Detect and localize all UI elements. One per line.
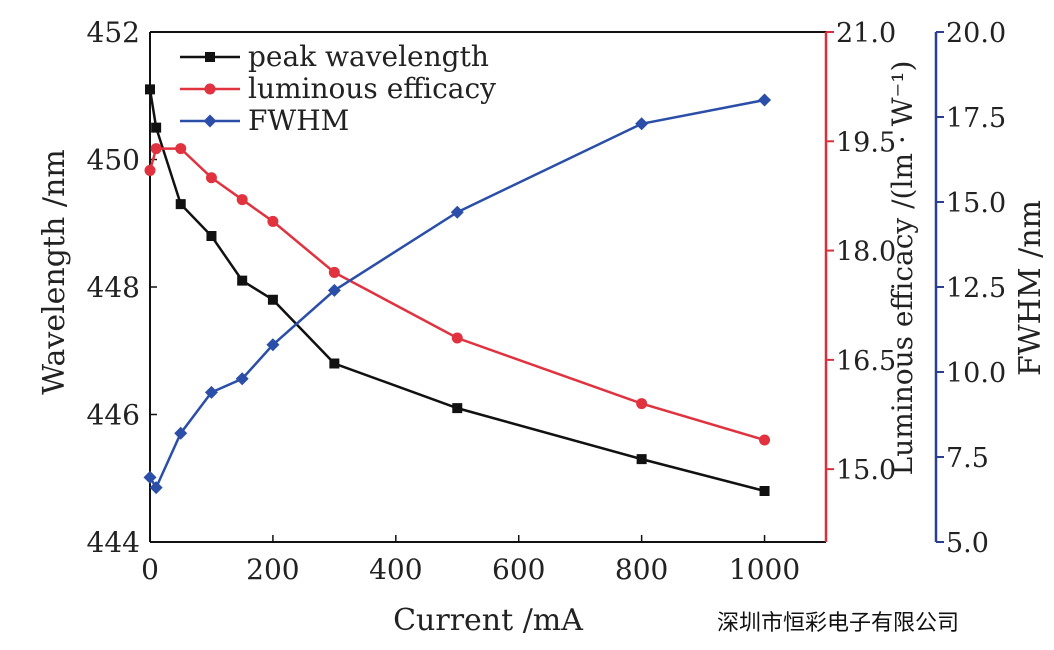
data-point: [206, 231, 217, 241]
series-line: [148, 89, 765, 493]
x-axis-label: Current /mA: [393, 603, 583, 638]
axis-ticks: 0 200 400 600 800 1000 444 446 448 450 452 15.0 16.5…: [87, 16, 1007, 586]
left-tick-label: 446: [87, 399, 140, 432]
watermark: 深圳市恒彩电子有限公司: [717, 610, 959, 635]
right1-axis-label: Luminous efficacy /(lm · W⁻¹): [886, 61, 919, 476]
right1-tick-label: 19.5: [836, 127, 896, 158]
right2-tick-label: 20.0: [946, 18, 1006, 49]
right1-tick-label: 15.0: [836, 455, 896, 486]
data-point: [143, 470, 157, 484]
right2-tick-label: 5.0: [946, 528, 989, 559]
right2-tick-label: 17.5: [946, 103, 1006, 134]
data-point: [174, 426, 188, 440]
data-point: [205, 172, 217, 184]
series-line: [148, 147, 765, 442]
data-point: [204, 385, 218, 399]
data-point: [175, 199, 186, 210]
x-tick-label: 200: [246, 553, 299, 586]
right2-tick-label: 15.0: [946, 188, 1006, 219]
x-tick-label: 600: [492, 553, 545, 586]
data-point: [236, 194, 248, 206]
right2-axis-label: FWHM /nm: [1013, 200, 1048, 376]
left-tick-label: 450: [87, 144, 140, 177]
data-point: [267, 215, 279, 227]
right2-tick-label: 7.5: [946, 443, 989, 474]
data-point: [636, 398, 648, 410]
left-tick-label: 444: [87, 526, 140, 559]
left-tick-label: 448: [87, 271, 140, 304]
data-point: [636, 454, 647, 465]
right1-tick-label: 18.0: [836, 237, 896, 268]
series-peak-wavelength: [145, 84, 770, 496]
data-point: [759, 434, 771, 446]
data-point: [150, 143, 162, 155]
legend-label: luminous efficacy: [248, 72, 496, 105]
right2-tick-label: 12.5: [946, 273, 1006, 304]
legend-label: peak wavelength: [248, 40, 489, 73]
data-point: [149, 481, 163, 495]
data-point: [175, 143, 187, 155]
data-point: [267, 294, 278, 305]
right2-tick-label: 10.0: [946, 358, 1006, 389]
series-layer: [143, 84, 772, 496]
legend-label: FWHM: [248, 104, 349, 137]
x-tick-label: 1000: [729, 553, 800, 586]
x-tick-label: 800: [615, 553, 668, 586]
data-point: [328, 266, 340, 278]
x-tick-label: 400: [369, 553, 422, 586]
series-line: [148, 98, 765, 491]
data-point: [151, 122, 162, 133]
data-point: [235, 372, 249, 386]
data-point: [144, 164, 156, 176]
right1-tick-label: 21.0: [836, 18, 896, 49]
left-axis-label: Wavelength /nm: [37, 149, 72, 394]
legend-marker: [203, 114, 217, 128]
data-point: [451, 332, 463, 344]
series-FWHM: [143, 93, 772, 495]
data-point: [635, 117, 649, 131]
data-point: [266, 338, 280, 352]
left-tick-label: 452: [87, 16, 140, 49]
data-point: [237, 275, 248, 286]
data-point: [758, 93, 772, 107]
legend-marker: [205, 52, 215, 62]
legend-marker: [204, 83, 216, 95]
data-point: [759, 486, 770, 496]
data-point: [327, 283, 341, 297]
data-point: [450, 205, 464, 219]
data-point: [452, 403, 463, 414]
right1-tick-label: 16.5: [836, 346, 896, 377]
x-tick-label: 0: [141, 553, 159, 586]
data-point: [329, 358, 340, 369]
series-luminous-efficacy: [144, 143, 771, 446]
data-point: [145, 84, 155, 95]
